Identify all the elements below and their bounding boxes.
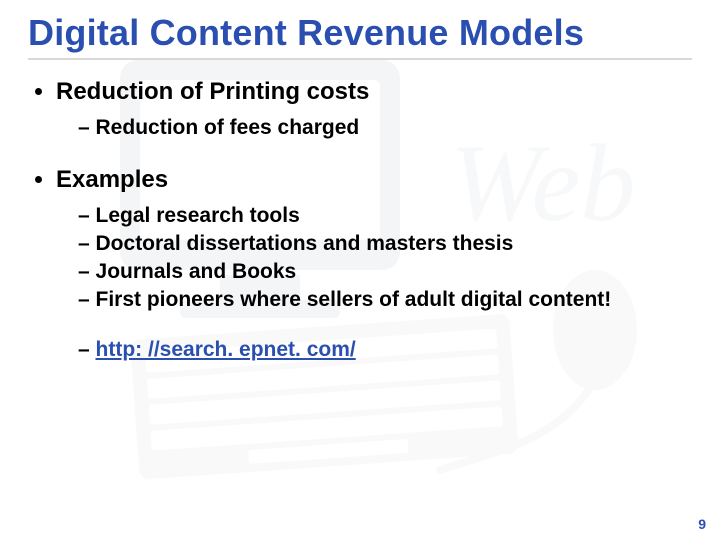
sub-item-label: First pioneers where sellers of adult di… <box>96 288 612 311</box>
sub-item-legal: Legal research tools <box>78 204 692 228</box>
slide-title: Digital Content Revenue Models <box>28 12 692 54</box>
sub-list-printing: Reduction of fees charged <box>56 116 692 140</box>
sub-item-journals: Journals and Books <box>78 260 692 284</box>
sub-list-examples: Legal research tools Doctoral dissertati… <box>56 204 692 362</box>
sub-item-label: Journals and Books <box>96 260 297 283</box>
bullet-label: Reduction of Printing costs <box>56 78 369 105</box>
sub-item-dissertations: Doctoral dissertations and masters thesi… <box>78 232 692 256</box>
sub-item-pioneers: First pioneers where sellers of adult di… <box>78 288 692 312</box>
title-underline <box>28 58 692 60</box>
bullet-printing-costs: Reduction of Printing costs Reduction of… <box>56 78 692 140</box>
sub-item-label: Reduction of fees charged <box>96 116 360 139</box>
sub-item-link: http: //search. epnet. com/ <box>78 338 692 362</box>
page-number: 9 <box>698 516 706 532</box>
epnet-link[interactable]: http: //search. epnet. com/ <box>96 338 356 361</box>
bullet-examples: Examples Legal research tools Doctoral d… <box>56 166 692 362</box>
slide-content: Digital Content Revenue Models Reduction… <box>0 0 720 362</box>
bullet-list: Reduction of Printing costs Reduction of… <box>28 78 692 362</box>
bullet-label: Examples <box>56 166 168 193</box>
sub-item-label: Doctoral dissertations and masters thesi… <box>96 232 514 255</box>
slide: Web Digital Content Revenue Models Reduc… <box>0 0 720 540</box>
sub-item-label: Legal research tools <box>96 204 300 227</box>
sub-item-fees: Reduction of fees charged <box>78 116 692 140</box>
